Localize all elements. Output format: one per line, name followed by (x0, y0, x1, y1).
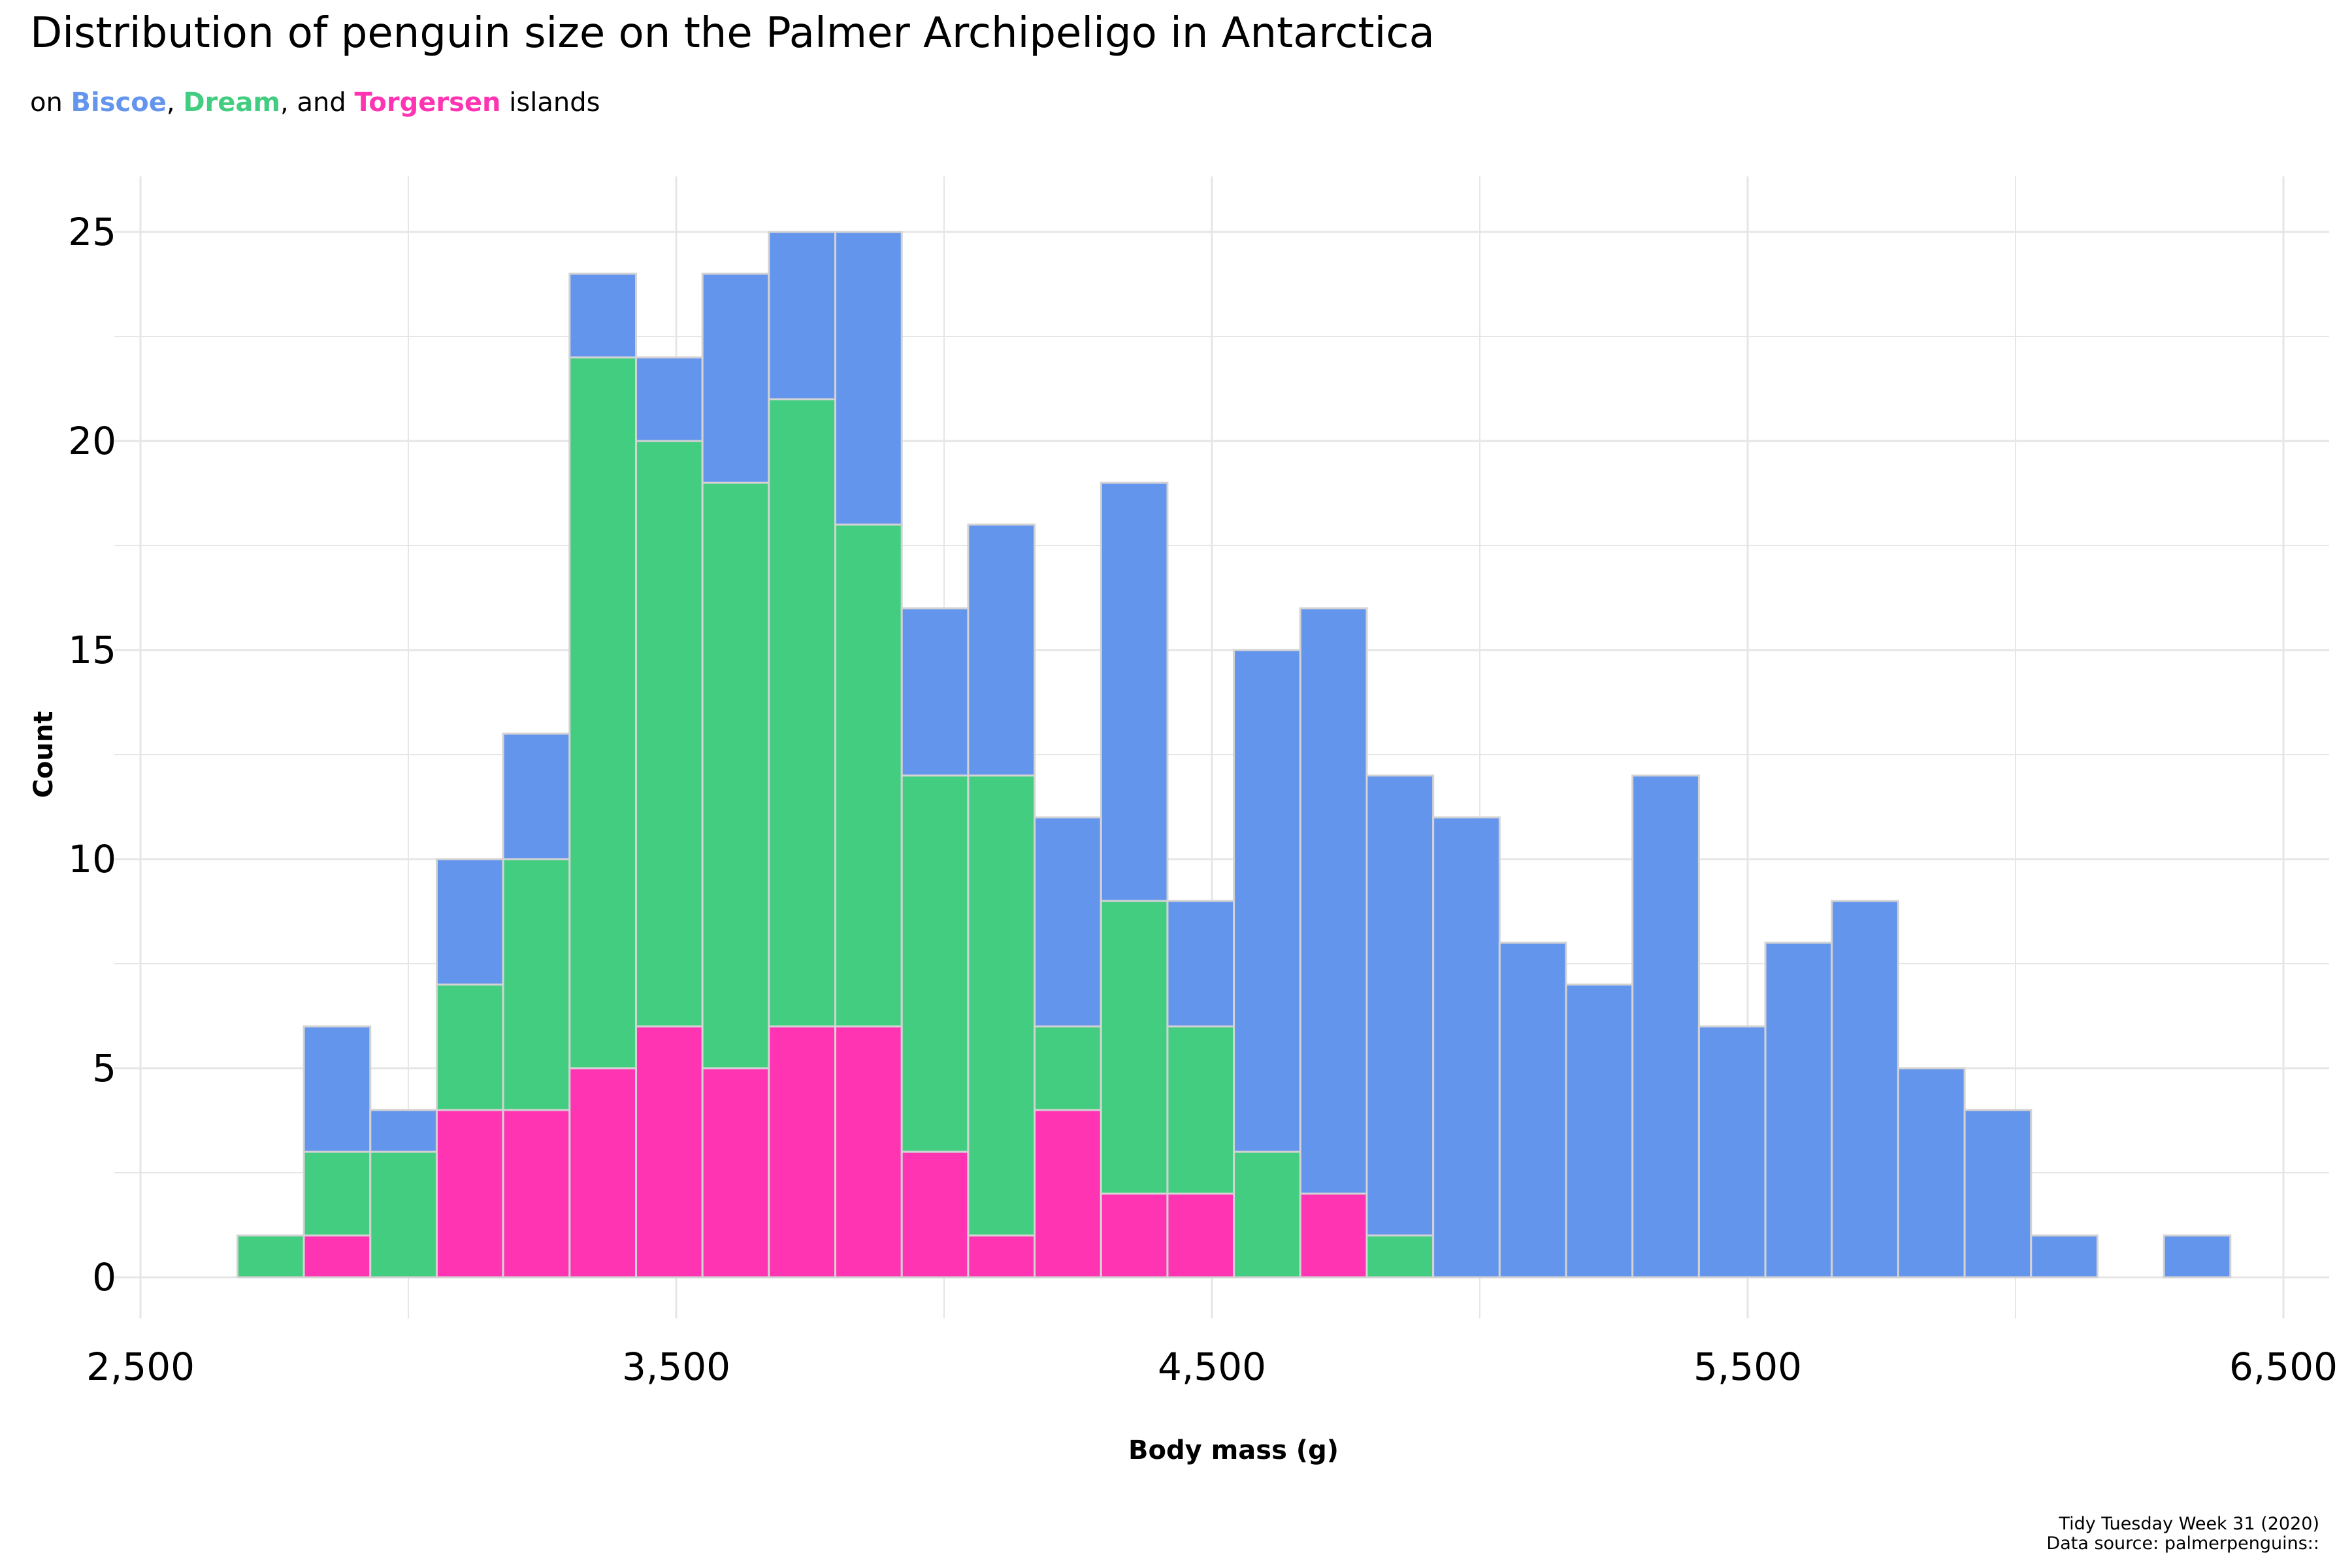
y-tick-label: 0 (92, 1255, 116, 1299)
bar-biscoe (1631, 774, 1700, 1279)
bar-torgersen (1166, 1192, 1235, 1279)
x-tick-label: 5,500 (1693, 1345, 1802, 1389)
bar-torgersen (568, 1067, 638, 1279)
bar-biscoe (1432, 816, 1501, 1279)
bar-biscoe (568, 272, 638, 359)
bar-biscoe (1299, 607, 1368, 1195)
bar-dream (502, 858, 571, 1111)
subtitle-sep1: , (166, 88, 184, 118)
axis-layer: 2,500 3,500 4,500 5,500 6,500 0 5 10 15 20 25 (68, 210, 2338, 1389)
bar-biscoe (768, 231, 837, 400)
bar-torgersen (768, 1025, 837, 1279)
bar-dream (568, 356, 638, 1070)
x-tick-label: 3,500 (622, 1345, 730, 1389)
caption-line-2: Data source: palmerpenguins:: (2046, 1533, 2319, 1554)
bar-biscoe (1831, 900, 1899, 1279)
bar-biscoe (502, 732, 571, 860)
bar-biscoe (900, 607, 970, 777)
bar-torgersen (1034, 1109, 1102, 1279)
bar-biscoe (2163, 1234, 2232, 1279)
y-tick-label: 5 (92, 1046, 116, 1090)
bar-biscoe (435, 858, 504, 986)
bar-torgersen (635, 1025, 704, 1279)
bar-torgersen (435, 1109, 504, 1279)
bars-layer (236, 231, 2232, 1279)
bar-biscoe (701, 272, 770, 484)
bar-biscoe (1498, 941, 1567, 1279)
bar-torgersen (1299, 1192, 1368, 1279)
x-tick-label: 6,500 (2229, 1345, 2338, 1389)
subtitle-island-torgersen: Torgersen (354, 88, 501, 118)
bar-torgersen (701, 1067, 770, 1279)
bar-torgersen (900, 1151, 970, 1279)
caption-line-1: Tidy Tuesday Week 31 (2020) (2059, 1514, 2319, 1534)
subtitle-island-dream: Dream (183, 88, 281, 118)
bar-dream (834, 523, 903, 1028)
bar-torgersen (967, 1234, 1036, 1279)
bar-dream (967, 774, 1036, 1237)
y-tick-label: 10 (68, 837, 116, 881)
bar-dream (635, 440, 704, 1028)
bar-biscoe (369, 1109, 438, 1153)
bar-dream (1365, 1234, 1435, 1279)
bar-dream (369, 1151, 438, 1279)
bar-biscoe (635, 356, 704, 442)
bar-biscoe (1963, 1109, 2033, 1279)
chart-title: Distribution of penguin size on the Palm… (30, 9, 1435, 57)
bar-torgersen (834, 1025, 903, 1279)
bar-biscoe (1034, 816, 1102, 1028)
bar-biscoe (1365, 774, 1435, 1237)
subtitle-island-biscoe: Biscoe (71, 88, 167, 118)
bar-biscoe (1233, 649, 1301, 1153)
bar-biscoe (1100, 482, 1169, 902)
bar-biscoe (1565, 983, 1634, 1279)
bar-biscoe (1166, 900, 1235, 1028)
y-tick-label: 20 (68, 419, 116, 463)
bar-biscoe (2030, 1234, 2099, 1279)
x-tick-label: 4,500 (1158, 1345, 1266, 1389)
bar-torgersen (502, 1109, 571, 1279)
caption: Tidy Tuesday Week 31 (2020) Data source:… (2046, 1514, 2319, 1554)
x-tick-label: 2,500 (86, 1345, 195, 1389)
bar-biscoe (967, 523, 1036, 777)
bar-dream (1034, 1025, 1102, 1111)
subtitle-prefix: on (30, 88, 71, 118)
bar-biscoe (1764, 941, 1833, 1279)
bar-dream (435, 983, 504, 1111)
subtitle-suffix: islands (500, 88, 600, 118)
y-tick-label: 15 (68, 628, 116, 672)
bar-torgersen (302, 1234, 372, 1279)
bar-dream (302, 1151, 372, 1237)
x-axis-title: Body mass (g) (1128, 1435, 1339, 1465)
subtitle-sep2: , and (280, 88, 355, 118)
y-axis-title: Count (29, 711, 59, 798)
bar-dream (1233, 1151, 1301, 1279)
chart-subtitle: on Biscoe, Dream, and Torgersen islands (30, 88, 600, 118)
bar-biscoe (834, 231, 903, 526)
bar-biscoe (1897, 1067, 1966, 1279)
bar-biscoe (302, 1025, 372, 1153)
bar-dream (1166, 1025, 1235, 1195)
bar-dream (1100, 900, 1169, 1195)
bar-dream (701, 482, 770, 1070)
bar-dream (236, 1234, 305, 1279)
bar-dream (900, 774, 970, 1153)
y-tick-label: 25 (68, 210, 116, 254)
bar-biscoe (1697, 1025, 1767, 1279)
bar-torgersen (1100, 1192, 1169, 1279)
bar-dream (768, 398, 837, 1028)
